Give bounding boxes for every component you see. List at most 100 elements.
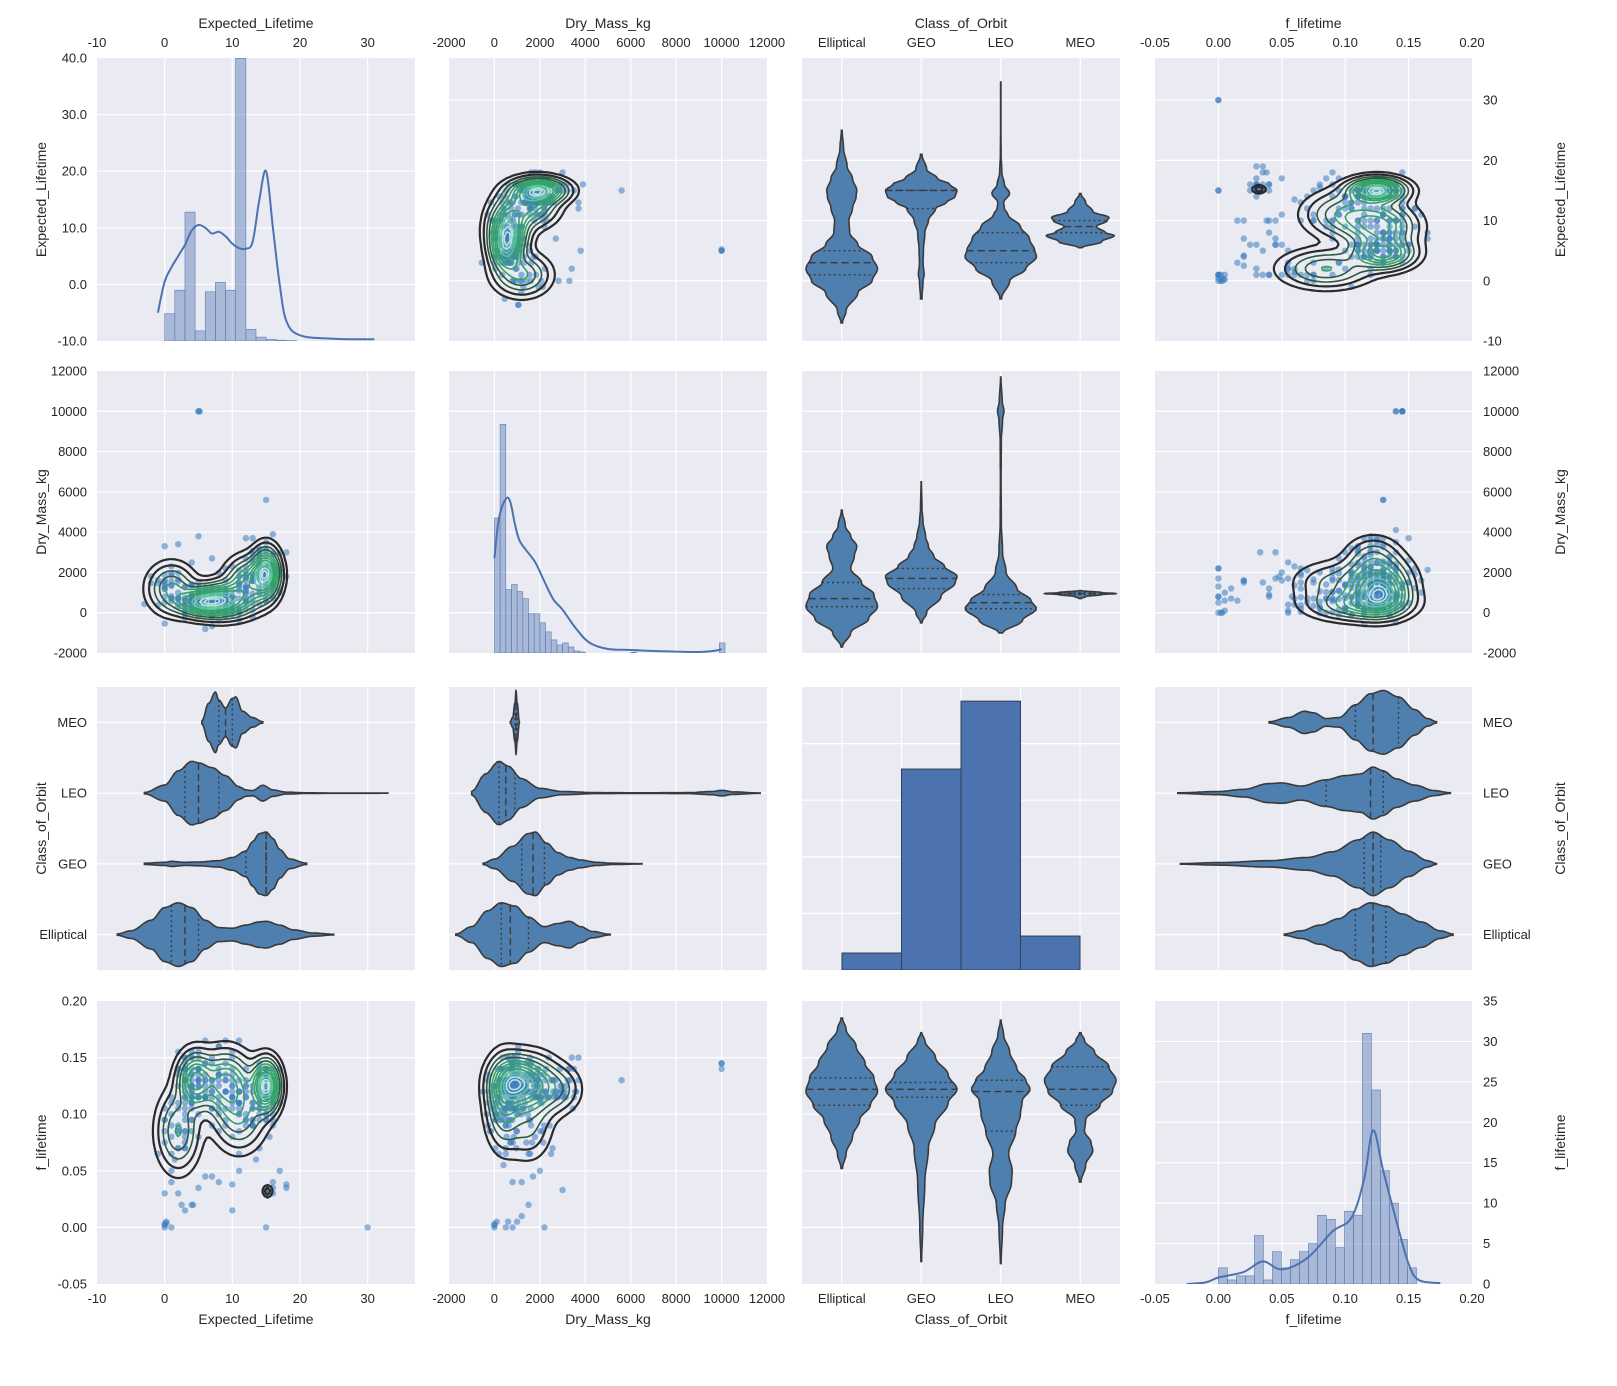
scatter-point (1392, 526, 1400, 534)
right-axis-label: Class_of_Orbit (1552, 782, 1568, 875)
left-tick-label: 40.0 (62, 51, 87, 66)
top-tick-label: 8000 (662, 35, 691, 50)
scatter-point (518, 1178, 525, 1186)
scatter-point (1234, 217, 1241, 224)
kde-contour-level (491, 1059, 557, 1124)
top-tick-label: 0 (491, 35, 498, 50)
bottom-tick-label: -10 (88, 1291, 107, 1306)
violin-Elliptical (116, 901, 335, 968)
scatter-point (509, 1178, 516, 1186)
scatter-point (1240, 262, 1248, 269)
scatter-point (1221, 271, 1228, 278)
scatter-point (547, 1150, 555, 1158)
scatter-point (1367, 235, 1374, 242)
left-tick-label: -10.0 (57, 334, 87, 349)
panel-f_lifetime-vs-Expected_Lifetime (97, 1001, 415, 1284)
kde-contour-level (165, 552, 279, 617)
scatter-point (496, 1116, 503, 1124)
kde-contour-level (189, 1070, 275, 1103)
panel-content (1186, 1033, 1441, 1284)
right-tick-label: 4000 (1483, 525, 1512, 540)
left-axis-label: Dry_Mass_kg (33, 469, 49, 555)
violin-LEO (1177, 766, 1452, 820)
histogram-bar (1227, 1279, 1237, 1284)
top-axis-label: f_lifetime (1285, 15, 1341, 31)
kde-contours (142, 536, 289, 627)
bottom-tick-label: 0 (161, 1291, 168, 1306)
scatter-point (1323, 217, 1330, 224)
violin-MEO (1268, 689, 1438, 756)
violin-body (455, 901, 612, 968)
scatter-point (522, 199, 530, 206)
panel-content (478, 169, 725, 309)
scatter-point (175, 1190, 182, 1197)
violin-Elliptical (1283, 901, 1454, 968)
scatter-point (1278, 175, 1286, 182)
left-tick-label: 10000 (51, 404, 87, 419)
top-tick-label: 10 (225, 35, 239, 50)
panel-background (449, 371, 767, 653)
scatter-point (215, 1077, 222, 1084)
kde-contour-level (496, 183, 555, 261)
scatter-point (505, 1122, 512, 1129)
histogram-bar (1317, 1214, 1327, 1284)
histogram-bar (1407, 1267, 1417, 1284)
scatter-point (1259, 163, 1267, 170)
scatter-point (1399, 205, 1406, 212)
scatter-point (175, 1128, 182, 1135)
scatter-point (269, 1178, 277, 1186)
scatter-point (1284, 607, 1292, 614)
scatter-point (269, 531, 277, 538)
scatter-point (1316, 181, 1324, 188)
scatter-point (513, 1218, 521, 1225)
right-tick-label: 6000 (1483, 484, 1512, 499)
scatter-point (1278, 271, 1286, 278)
scatter-point (518, 271, 525, 278)
kde-contour-level (478, 170, 581, 302)
violin-MEO (1042, 589, 1118, 600)
right-tick-label: 10000 (1483, 404, 1519, 419)
scatter-point (1221, 607, 1228, 614)
scatter-point (1259, 271, 1267, 278)
kde-contour-level (184, 1063, 278, 1116)
scatter-point (1240, 577, 1248, 584)
scatter-point (536, 1167, 544, 1175)
panel-content (1177, 689, 1454, 968)
violin-LEO (964, 376, 1037, 634)
bottom-tick-label: 30 (360, 1291, 374, 1306)
scatter-point (1259, 247, 1267, 254)
bar-MEO (1020, 935, 1081, 970)
scatter-point (1284, 575, 1292, 582)
histogram-bar (204, 291, 216, 341)
right-tick-label: LEO (1483, 786, 1509, 801)
scatter-point (552, 235, 559, 242)
scatter-point (527, 211, 534, 218)
scatter-point (1424, 566, 1431, 574)
histogram-bar (215, 282, 226, 341)
kde-contour-level (191, 562, 273, 610)
right-axis-label: Expected_Lifetime (1552, 142, 1568, 257)
panel-content (805, 376, 1118, 648)
scatter-point (181, 1105, 189, 1112)
scatter-point (1253, 175, 1260, 182)
scatter-point (242, 535, 250, 542)
violin-body (143, 760, 389, 826)
violin-body (201, 691, 264, 754)
scatter-point (222, 1077, 229, 1084)
scatter-point (1329, 598, 1336, 605)
kde-contour-level (499, 186, 549, 254)
left-tick-label: -2000 (54, 646, 87, 661)
right-tick-label: 20 (1483, 1115, 1497, 1130)
violin-MEO (509, 689, 521, 756)
scatter-point (1284, 265, 1292, 272)
violin-Elliptical (455, 901, 612, 968)
scatter-point (229, 1094, 236, 1101)
kde-contour-level (1367, 186, 1385, 196)
scatter-point (168, 594, 175, 602)
scatter-point (1361, 217, 1368, 224)
scatter-point (1272, 235, 1279, 242)
left-tick-label: 2000 (58, 565, 87, 580)
panel-Class_of_Orbit-vs-f_lifetime (1155, 687, 1472, 970)
histogram-bar (511, 584, 518, 653)
